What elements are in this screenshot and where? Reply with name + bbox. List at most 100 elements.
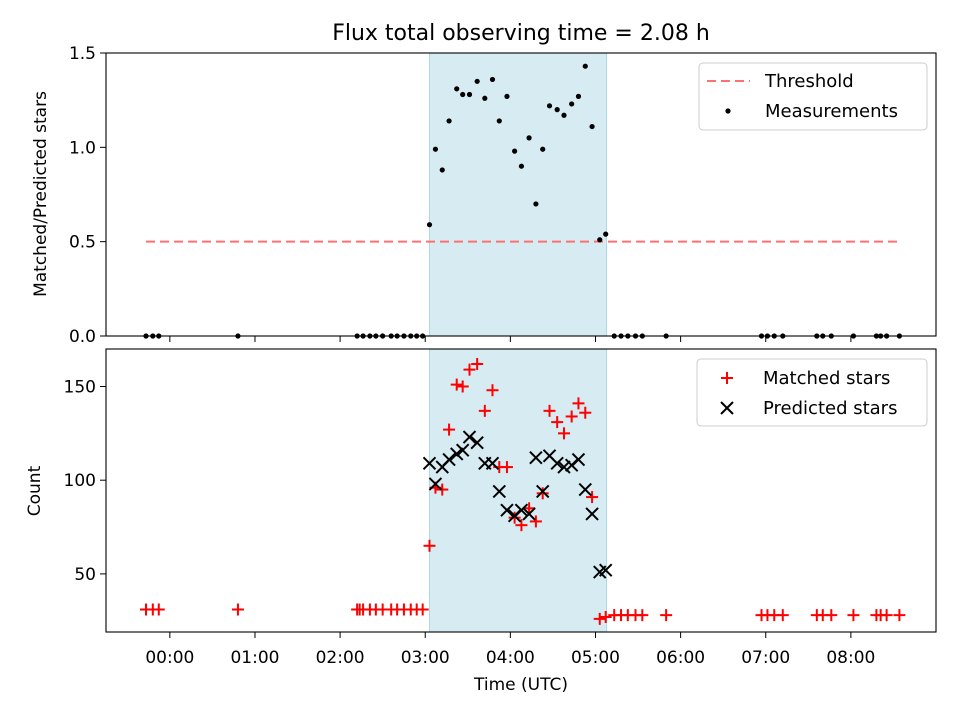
- predicted-star-marker: [522, 507, 536, 521]
- matched-star-marker: [478, 404, 491, 417]
- matched-star-marker: [416, 603, 429, 616]
- top-plot-frame: [105, 52, 937, 337]
- legend-measurement-marker: [725, 108, 731, 114]
- measurement-point: [518, 163, 525, 169]
- measurement-point: [474, 78, 480, 84]
- measurement-point: [496, 118, 502, 124]
- y-tick-label: 0.0: [69, 327, 96, 347]
- measurement-point: [489, 76, 496, 83]
- predicted-stars-series: [422, 430, 613, 579]
- x-tick-label: 08:00: [826, 648, 875, 668]
- legend-predicted-marker: [720, 401, 734, 415]
- predicted-star-marker: [492, 484, 506, 499]
- predicted-star-marker: [455, 443, 470, 457]
- matched-star-marker: [536, 487, 549, 500]
- matched-star-marker: [463, 363, 476, 376]
- x-tick-label: 03:00: [401, 648, 450, 668]
- top-y-axis: 0.0 0.5 1.0 1.5: [69, 44, 106, 347]
- matched-star-marker: [515, 519, 528, 532]
- predicted-star-marker: [536, 484, 550, 499]
- predicted-star-marker: [585, 507, 599, 521]
- measurement-point: [426, 222, 433, 228]
- measurement-point: [533, 201, 539, 207]
- matched-star-marker: [551, 416, 564, 429]
- measurement-point: [554, 107, 560, 113]
- y-tick-label: 50: [74, 565, 96, 585]
- predicted-star-marker: [462, 430, 477, 444]
- predicted-star-marker: [442, 452, 456, 467]
- matched-star-marker: [450, 378, 463, 391]
- predicted-star-marker: [557, 460, 571, 474]
- measurement-point: [569, 101, 575, 107]
- x-tick-label: 06:00: [656, 648, 705, 668]
- measurement-point: [454, 86, 460, 92]
- measurement-point: [589, 123, 595, 130]
- x-tick-label: 05:00: [571, 648, 620, 668]
- y-tick-label: 1.0: [69, 138, 96, 158]
- measurement-point: [597, 237, 603, 243]
- predicted-star-marker: [529, 450, 543, 465]
- chart-title: Flux total observing time = 2.08 h: [332, 21, 710, 46]
- y-tick-label: 0.5: [69, 233, 96, 253]
- measurement-point: [439, 167, 445, 173]
- measurement-point: [482, 95, 488, 101]
- bottom-y-axis: 50 100 150: [64, 377, 106, 585]
- matched-stars-series: [140, 357, 906, 625]
- predicted-star-marker: [550, 456, 564, 471]
- matched-star-marker: [660, 609, 673, 622]
- matched-star-marker: [486, 384, 499, 397]
- matched-star-marker: [825, 609, 838, 622]
- y-tick-label: 100: [64, 471, 96, 491]
- measurement-point: [432, 146, 439, 152]
- matched-star-marker: [847, 609, 860, 622]
- observing-span-shading: [428, 348, 608, 633]
- legend-measurements-label: Measurements: [765, 101, 898, 122]
- matched-star-marker: [599, 611, 612, 624]
- bottom-x-axis: 00:00 01:00 02:00 03:00 04:00 05:00 06:00 07:00…: [145, 632, 875, 668]
- legend-matched-marker: [721, 372, 733, 384]
- matched-star-marker: [586, 491, 599, 504]
- matched-star-marker: [436, 483, 449, 496]
- matched-star-marker: [456, 380, 469, 393]
- matched-star-marker: [443, 423, 456, 436]
- matched-star-marker: [529, 515, 542, 528]
- bottom-y-axis-label: Count: [25, 465, 45, 516]
- matched-star-marker: [152, 603, 165, 616]
- measurement-point: [603, 231, 609, 237]
- matched-star-marker: [423, 539, 436, 552]
- matched-star-marker: [893, 609, 906, 622]
- measurement-point: [512, 148, 518, 154]
- x-tick-label: 00:00: [145, 648, 194, 668]
- predicted-star-marker: [470, 436, 484, 450]
- predicted-star-marker: [428, 477, 443, 491]
- predicted-star-marker: [578, 482, 592, 497]
- y-tick-label: 150: [64, 377, 96, 397]
- bottom-plot-frame: [105, 348, 937, 633]
- matched-star-marker: [593, 612, 606, 625]
- legend-predicted-label: Predicted stars: [763, 398, 897, 419]
- matched-star-marker: [557, 427, 570, 440]
- matched-star-marker: [508, 511, 521, 524]
- legend-threshold-label: Threshold: [764, 71, 854, 92]
- matched-star-marker: [543, 404, 556, 417]
- x-tick-label: 07:00: [741, 648, 790, 668]
- matched-star-marker: [776, 609, 789, 622]
- x-tick-label: 02:00: [316, 648, 365, 668]
- bottom-legend: Matched stars Predicted stars: [696, 358, 928, 427]
- matched-star-marker: [500, 461, 513, 474]
- predicted-star-marker: [485, 456, 500, 471]
- x-tick-label: 01:00: [230, 648, 279, 668]
- matched-star-marker: [231, 603, 244, 616]
- predicted-star-marker: [500, 503, 514, 517]
- predicted-star-marker: [514, 503, 529, 517]
- measurement-point: [446, 118, 452, 124]
- top-x-ticks: [169, 336, 852, 342]
- predicted-star-marker: [571, 452, 586, 467]
- top-y-axis-label: Matched/Predicted stars: [31, 91, 51, 297]
- measurement-point: [504, 93, 510, 99]
- observing-span-shading: [428, 52, 608, 337]
- predicted-star-marker: [450, 447, 464, 461]
- x-tick-label: 04:00: [486, 648, 535, 668]
- measurement-point: [460, 91, 466, 98]
